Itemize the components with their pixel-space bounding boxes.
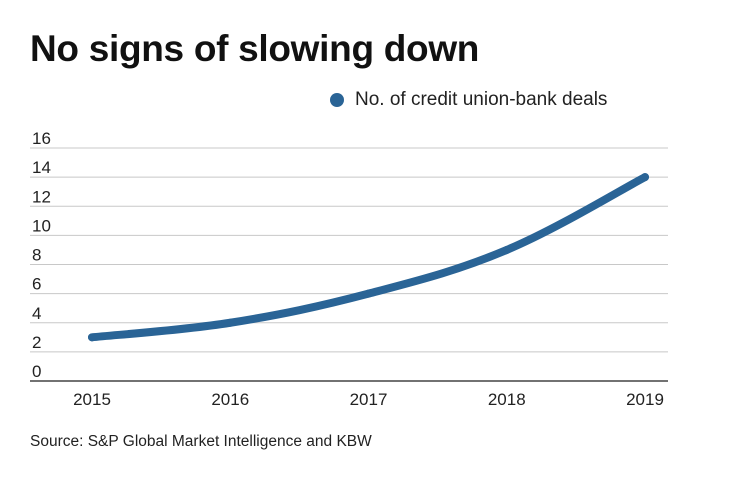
series-layer — [88, 173, 649, 342]
x-tick-label: 2016 — [211, 390, 249, 409]
y-tick-label: 10 — [32, 216, 51, 235]
legend-marker — [330, 93, 344, 107]
chart-title: No signs of slowing down — [30, 28, 480, 69]
gridlines — [30, 147, 668, 382]
series-line — [88, 173, 649, 342]
y-tick-label: 8 — [32, 246, 41, 265]
data-point — [364, 289, 373, 298]
y-tick-label: 0 — [32, 362, 41, 381]
y-tick-label: 14 — [32, 158, 51, 177]
y-tick-label: 6 — [32, 275, 41, 294]
legend-label: No. of credit union-bank deals — [355, 89, 608, 110]
x-tick-label: 2015 — [73, 390, 111, 409]
y-tick-label: 16 — [32, 129, 51, 148]
legend: No. of credit union-bank deals — [330, 89, 607, 111]
y-tick-label: 2 — [32, 333, 41, 352]
data-point — [641, 173, 649, 182]
x-tick-label: 2019 — [626, 390, 664, 409]
data-point — [226, 318, 235, 327]
data-point — [502, 245, 511, 254]
source-note: Source: S&P Global Market Intelligence a… — [30, 433, 372, 450]
y-axis-ticks: 0 2 4 6 8 10 12 14 16 — [32, 129, 51, 381]
x-tick-label: 2018 — [488, 390, 526, 409]
y-tick-label: 4 — [32, 304, 41, 323]
y-tick-label: 12 — [32, 187, 51, 206]
x-tick-label: 2017 — [350, 390, 388, 409]
x-axis-ticks: 2015 2016 2017 2018 2019 — [73, 390, 664, 409]
data-point — [88, 333, 96, 342]
